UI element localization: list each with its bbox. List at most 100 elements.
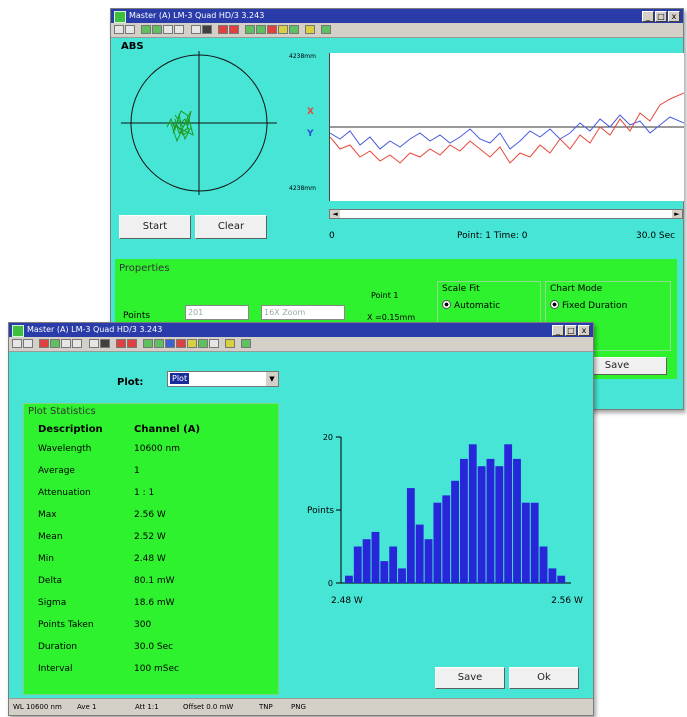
- back-toolbar: [111, 23, 683, 38]
- minimize-icon[interactable]: _: [642, 11, 654, 22]
- print-icon[interactable]: [225, 339, 235, 348]
- layout-icon[interactable]: [163, 25, 173, 34]
- front-window-controls: _ □ x: [551, 324, 590, 336]
- note-icon[interactable]: [209, 339, 219, 348]
- save-button[interactable]: Save: [435, 667, 505, 689]
- graph-icon[interactable]: [143, 339, 153, 348]
- dropdown-icon[interactable]: [125, 25, 135, 34]
- record-icon[interactable]: [127, 339, 137, 348]
- abs-label: ABS: [121, 41, 144, 52]
- stat-value: 80.1 mW: [134, 576, 175, 586]
- x-tick-label: 2.56 W: [551, 596, 583, 606]
- marker-icon[interactable]: [176, 339, 186, 348]
- stat-label: Min: [38, 554, 54, 564]
- plot-label: Plot:: [117, 377, 144, 388]
- histogram-bar: [495, 466, 504, 583]
- histogram-bar: [353, 546, 362, 583]
- print-icon[interactable]: [305, 25, 315, 34]
- strip-series-y: [330, 114, 684, 150]
- properties-title: Properties: [119, 263, 170, 274]
- scale-bottom-label: 4238mm: [289, 185, 316, 192]
- layout-dropdown-icon[interactable]: [72, 339, 82, 348]
- chart-mode-fixed[interactable]: Fixed Duration: [550, 300, 627, 311]
- time-scrollbar[interactable]: ◄ ►: [329, 209, 683, 219]
- stop-icon[interactable]: [202, 25, 212, 34]
- layout-icon[interactable]: [61, 339, 71, 348]
- grid-icon[interactable]: [39, 339, 49, 348]
- plot-select[interactable]: Plot ▼: [167, 371, 279, 387]
- stat-value: 2.52 W: [134, 532, 166, 542]
- table-icon[interactable]: [154, 339, 164, 348]
- window-icon[interactable]: [89, 339, 99, 348]
- maximize-icon[interactable]: □: [565, 325, 577, 336]
- scale-fit-automatic[interactable]: Automatic: [442, 300, 500, 311]
- help-icon[interactable]: [241, 339, 251, 348]
- status-average: Ave 1: [77, 703, 97, 711]
- stop-icon[interactable]: [100, 339, 110, 348]
- table-icon[interactable]: [256, 25, 266, 34]
- zoom-select[interactable]: 16X Zoom: [261, 305, 345, 320]
- chart-icon[interactable]: [152, 25, 162, 34]
- graph-icon[interactable]: [245, 25, 255, 34]
- histogram-bar: [486, 458, 495, 583]
- histogram-bar: [442, 495, 451, 583]
- status-bar: WL 10600 nm Ave 1 Att 1:1 Offset 0.0 mW …: [9, 698, 593, 715]
- window-icon[interactable]: [191, 25, 201, 34]
- radio-icon: [442, 300, 451, 309]
- front-title-bar[interactable]: Master (A) LM-3 Quad HD/3 3.243 _ □ x: [9, 323, 593, 337]
- scroll-left-icon[interactable]: ◄: [330, 210, 340, 218]
- export-icon[interactable]: [289, 25, 299, 34]
- clear-button[interactable]: Clear: [195, 215, 267, 239]
- cross-icon[interactable]: [116, 339, 126, 348]
- points-field[interactable]: 201: [185, 305, 249, 320]
- strip-series-x: [330, 92, 684, 164]
- chart-icon[interactable]: [50, 339, 60, 348]
- stat-label: Average: [38, 466, 75, 476]
- start-button[interactable]: Start: [119, 215, 191, 239]
- x-tick-label: 2.48 W: [331, 596, 363, 606]
- close-icon[interactable]: x: [578, 325, 590, 336]
- ok-button[interactable]: Ok: [509, 667, 579, 689]
- histogram-bar: [406, 488, 415, 583]
- settings-icon[interactable]: [187, 339, 197, 348]
- table-row: Interval 100 mSec: [38, 664, 218, 678]
- y-axis-label: Points: [307, 506, 334, 516]
- grid-icon[interactable]: [141, 25, 151, 34]
- table-row: Sigma 18.6 mW: [38, 598, 218, 612]
- chart-mode-option1-label: Fixed Duration: [562, 301, 628, 311]
- stat-label: Interval: [38, 664, 73, 674]
- minimize-icon[interactable]: _: [552, 325, 564, 336]
- histogram-bar: [433, 502, 442, 583]
- settings-icon[interactable]: [278, 25, 288, 34]
- export-icon[interactable]: [198, 339, 208, 348]
- histogram-bar: [362, 539, 371, 583]
- record-icon[interactable]: [229, 25, 239, 34]
- help-icon[interactable]: [321, 25, 331, 34]
- stat-label: Max: [38, 510, 57, 520]
- front-window-title: Master (A) LM-3 Quad HD/3 3.243: [27, 325, 163, 334]
- marker-icon[interactable]: [267, 25, 277, 34]
- cross-icon[interactable]: [218, 25, 228, 34]
- histogram-bar: [415, 524, 424, 583]
- menu-icon[interactable]: [12, 339, 22, 348]
- histogram-bar: [460, 458, 468, 583]
- stats-header-description: Description: [38, 424, 103, 435]
- histogram-bar: [389, 546, 398, 583]
- histogram-icon[interactable]: [165, 339, 175, 348]
- maximize-icon[interactable]: □: [655, 11, 667, 22]
- scroll-right-icon[interactable]: ►: [672, 210, 682, 218]
- front-window: Master (A) LM-3 Quad HD/3 3.243 _ □ x Plot…: [8, 322, 594, 716]
- plot-statistics-panel: Plot Statistics Description Channel (A) …: [23, 403, 279, 695]
- close-icon[interactable]: x: [668, 11, 680, 22]
- histogram-bar: [398, 568, 406, 583]
- layout-dropdown-icon[interactable]: [174, 25, 184, 34]
- back-window-controls: _ □ x: [641, 10, 680, 22]
- back-title-bar[interactable]: Master (A) LM-3 Quad HD/3 3.243 _ □ x: [111, 9, 683, 23]
- plot-select-value: Plot: [170, 373, 190, 384]
- chevron-down-icon[interactable]: ▼: [266, 372, 278, 386]
- chart-mode-title: Chart Mode: [550, 284, 603, 294]
- menu-icon[interactable]: [114, 25, 124, 34]
- stats-header-row: Description Channel (A): [38, 424, 218, 438]
- dropdown-icon[interactable]: [23, 339, 33, 348]
- position-plot: [121, 51, 277, 195]
